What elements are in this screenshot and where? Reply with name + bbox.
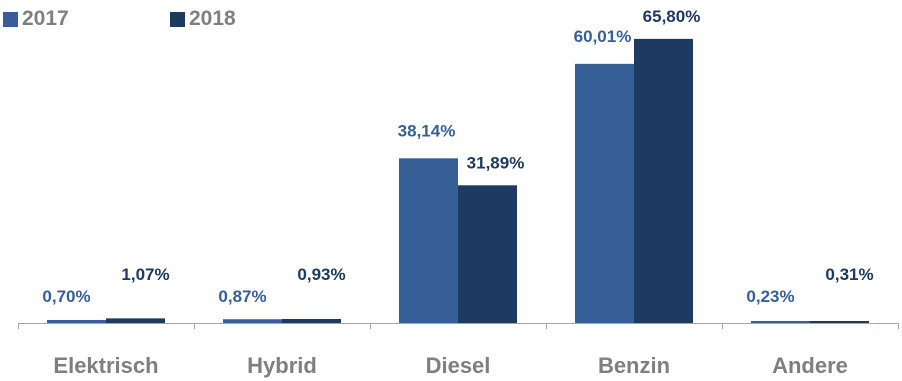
legend-item-2018: 2018 — [170, 6, 236, 32]
data-label-elektrisch-2018: 1,07% — [121, 265, 169, 284]
data-label-benzin-2018: 65,80% — [643, 7, 701, 26]
chart-legend: 2017 2018 — [0, 0, 300, 40]
data-label-diesel-2017: 38,14% — [398, 121, 456, 140]
data-label-andere-2018: 0,31% — [825, 265, 873, 284]
legend-label-2017: 2017 — [22, 7, 69, 30]
data-label-benzin-2017: 60,01% — [574, 27, 632, 46]
bar-hybrid-2017 — [223, 319, 282, 323]
legend-swatch-2018 — [170, 11, 185, 27]
bar-diesel-2018 — [458, 185, 517, 323]
category-label-elektrisch: Elektrisch — [53, 353, 158, 378]
bar-andere-2018 — [810, 321, 869, 323]
data-label-andere-2017: 0,23% — [746, 287, 794, 306]
bar-benzin-2018 — [634, 38, 693, 323]
category-label-andere: Andere — [772, 353, 848, 378]
data-label-hybrid-2017: 0,87% — [218, 287, 266, 306]
legend-item-2017: 2017 — [3, 6, 69, 32]
data-label-hybrid-2018: 0,93% — [297, 265, 345, 284]
data-label-diesel-2018: 31,89% — [467, 153, 525, 172]
legend-label-2018: 2018 — [189, 7, 236, 30]
legend-swatch-2017 — [3, 11, 18, 27]
bar-elektrisch-2018 — [106, 318, 165, 323]
bar-hybrid-2018 — [282, 318, 341, 323]
category-label-diesel: Diesel — [426, 353, 491, 378]
bar-elektrisch-2017 — [47, 319, 106, 323]
bar-diesel-2017 — [399, 158, 458, 323]
category-label-hybrid: Hybrid — [247, 353, 317, 378]
category-label-benzin: Benzin — [598, 353, 670, 378]
data-label-elektrisch-2017: 0,70% — [42, 287, 90, 306]
bar-benzin-2017 — [575, 63, 634, 324]
bar-andere-2017 — [751, 321, 810, 323]
